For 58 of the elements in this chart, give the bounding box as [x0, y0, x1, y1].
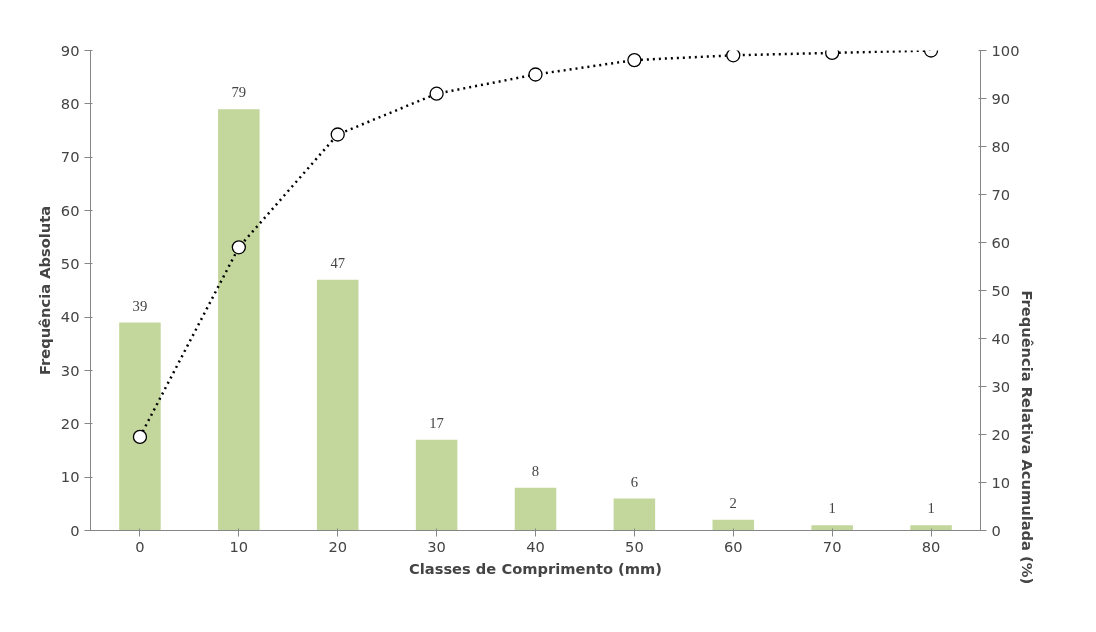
point [429, 86, 444, 101]
bar [218, 109, 260, 531]
y2-tick-label: 40 [991, 329, 1011, 347]
data-label: 6 [630, 473, 639, 490]
data-label: 17 [429, 414, 444, 431]
y-tick-label: 90 [60, 41, 80, 59]
x-tick-label: 70 [822, 537, 842, 555]
y2-tick-label: 100 [991, 41, 1020, 59]
y-tick-label: 30 [60, 361, 80, 379]
bar [415, 439, 458, 531]
data-label: 47 [330, 254, 346, 271]
y2-tick-label: 0 [991, 521, 1001, 539]
x-tick-label: 30 [427, 537, 446, 555]
y2-tick-label: 60 [991, 233, 1011, 251]
y-tick-label: 0 [70, 521, 80, 539]
y2-tick-label: 20 [991, 425, 1011, 443]
point [627, 52, 642, 68]
y2-tick-label: 80 [991, 137, 1011, 155]
x-tick-label: 10 [229, 537, 249, 555]
data-label: 2 [729, 494, 737, 511]
y2-tick-label: 50 [991, 281, 1011, 299]
x-tick-label: 60 [723, 537, 743, 555]
y-tick-label: 70 [60, 148, 80, 166]
data-label: 8 [531, 462, 540, 479]
y2-tick-label: 70 [991, 185, 1011, 203]
x-tick-label: 0 [135, 537, 145, 555]
y2-tick-label: 90 [991, 89, 1011, 107]
data-label: 1 [927, 500, 935, 517]
bar [316, 279, 359, 531]
y2-axis-title: Frequência Relativa Acumulada (%) [1018, 290, 1036, 585]
bar [712, 519, 755, 531]
point [330, 127, 345, 142]
point [231, 240, 246, 255]
point [528, 67, 543, 82]
point [726, 50, 741, 63]
bar [811, 525, 853, 531]
point [132, 429, 148, 445]
bar [119, 322, 161, 531]
y-tick-label: 40 [60, 308, 80, 326]
y-axis-title: Frequência Absoluta [35, 205, 53, 376]
data-label: 1 [828, 500, 836, 517]
x-tick-label: 20 [328, 537, 348, 555]
y2-tick-label: 30 [991, 377, 1011, 395]
data-label: 79 [231, 84, 247, 101]
bar [613, 498, 656, 531]
y-tick-label: 10 [60, 468, 80, 486]
bar [514, 487, 557, 531]
y-tick-label: 50 [60, 254, 80, 272]
x-tick-label: 80 [921, 537, 941, 555]
y-tick-label: 80 [60, 94, 80, 112]
bar [910, 525, 952, 531]
y-tick-label: 20 [60, 414, 80, 432]
y2-tick-label: 10 [991, 473, 1011, 491]
x-axis-title: Classes de Comprimento (mm) [408, 559, 663, 577]
data-label: 39 [132, 297, 148, 314]
x-tick-label: 50 [625, 537, 644, 555]
y-tick-label: 60 [60, 201, 80, 219]
x-tick-label: 40 [526, 537, 545, 555]
